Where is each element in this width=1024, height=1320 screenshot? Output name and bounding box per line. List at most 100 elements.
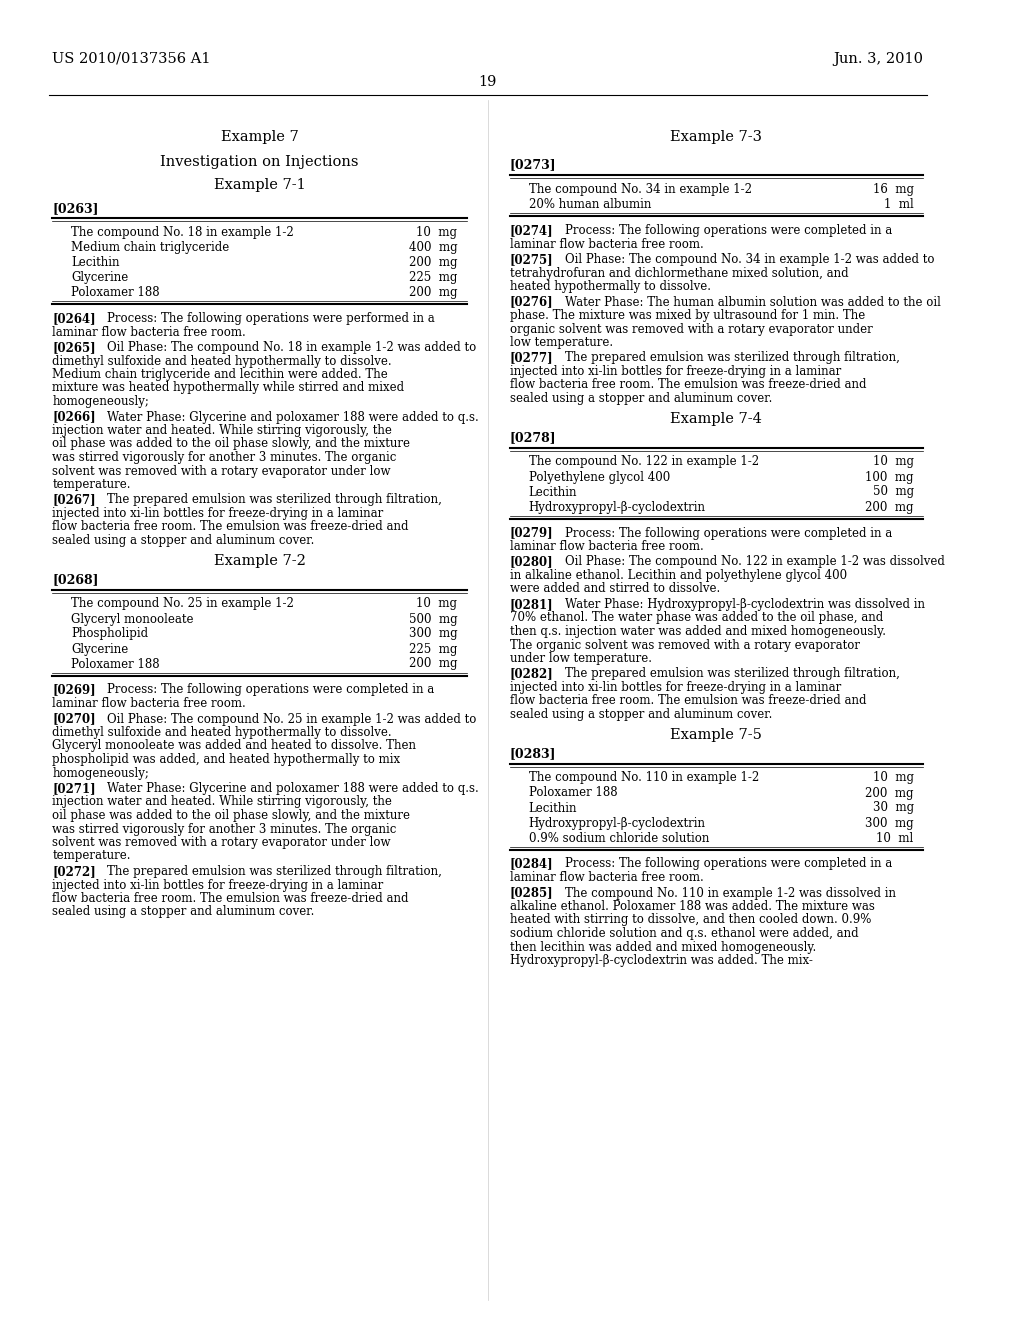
Text: injected into xi-lin bottles for freeze-drying in a laminar: injected into xi-lin bottles for freeze-… [52, 507, 384, 520]
Text: Example 7-2: Example 7-2 [214, 554, 305, 569]
Text: sealed using a stopper and aluminum cover.: sealed using a stopper and aluminum cove… [510, 708, 772, 721]
Text: flow bacteria free room. The emulsion was freeze-dried and: flow bacteria free room. The emulsion wa… [52, 892, 409, 906]
Text: 300  mg: 300 mg [865, 817, 913, 829]
Text: Glyceryl monooleate was added and heated to dissolve. Then: Glyceryl monooleate was added and heated… [52, 739, 417, 752]
Text: oil phase was added to the oil phase slowly, and the mixture: oil phase was added to the oil phase slo… [52, 437, 411, 450]
Text: temperature.: temperature. [52, 478, 131, 491]
Text: Lecithin: Lecithin [528, 801, 578, 814]
Text: 0.9% sodium chloride solution: 0.9% sodium chloride solution [528, 832, 709, 845]
Text: flow bacteria free room. The emulsion was freeze-dried and: flow bacteria free room. The emulsion wa… [510, 379, 866, 392]
Text: Glyceryl monooleate: Glyceryl monooleate [72, 612, 194, 626]
Text: laminar flow bacteria free room.: laminar flow bacteria free room. [52, 326, 246, 338]
Text: [0263]: [0263] [52, 202, 99, 215]
Text: laminar flow bacteria free room.: laminar flow bacteria free room. [510, 540, 703, 553]
Text: [0279]: [0279] [510, 527, 553, 540]
Text: [0264]: [0264] [52, 312, 96, 325]
Text: [0268]: [0268] [52, 573, 99, 586]
Text: The prepared emulsion was sterilized through filtration,: The prepared emulsion was sterilized thr… [92, 494, 442, 507]
Text: The prepared emulsion was sterilized through filtration,: The prepared emulsion was sterilized thr… [92, 865, 442, 878]
Text: Hydroxypropyl-β-cyclodextrin was added. The mix-: Hydroxypropyl-β-cyclodextrin was added. … [510, 954, 813, 968]
Text: 300  mg: 300 mg [409, 627, 458, 640]
Text: 19: 19 [478, 75, 497, 88]
Text: The compound No. 122 in example 1-2: The compound No. 122 in example 1-2 [528, 455, 759, 469]
Text: sealed using a stopper and aluminum cover.: sealed using a stopper and aluminum cove… [510, 392, 772, 405]
Text: [0277]: [0277] [510, 351, 553, 364]
Text: sealed using a stopper and aluminum cover.: sealed using a stopper and aluminum cove… [52, 535, 314, 546]
Text: 200  mg: 200 mg [865, 787, 913, 800]
Text: Process: The following operations were completed in a: Process: The following operations were c… [550, 527, 892, 540]
Text: injection water and heated. While stirring vigorously, the: injection water and heated. While stirri… [52, 796, 392, 808]
Text: Glycerine: Glycerine [72, 643, 129, 656]
Text: [0280]: [0280] [510, 556, 553, 569]
Text: 20% human albumin: 20% human albumin [528, 198, 651, 211]
Text: 225  mg: 225 mg [409, 271, 458, 284]
Text: 16  mg: 16 mg [872, 183, 913, 195]
Text: The prepared emulsion was sterilized through filtration,: The prepared emulsion was sterilized thr… [550, 351, 899, 364]
Text: 200  mg: 200 mg [409, 657, 458, 671]
Text: low temperature.: low temperature. [510, 337, 612, 348]
Text: injected into xi-lin bottles for freeze-drying in a laminar: injected into xi-lin bottles for freeze-… [52, 879, 384, 891]
Text: Glycerine: Glycerine [72, 271, 129, 284]
Text: Polyethylene glycol 400: Polyethylene glycol 400 [528, 470, 670, 483]
Text: 200  mg: 200 mg [409, 286, 458, 300]
Text: [0275]: [0275] [510, 253, 553, 267]
Text: 1  ml: 1 ml [884, 198, 913, 211]
Text: 200  mg: 200 mg [409, 256, 458, 269]
Text: Oil Phase: The compound No. 25 in example 1-2 was added to: Oil Phase: The compound No. 25 in exampl… [92, 713, 477, 726]
Text: Oil Phase: The compound No. 34 in example 1-2 was added to: Oil Phase: The compound No. 34 in exampl… [550, 253, 934, 267]
Text: injected into xi-lin bottles for freeze-drying in a laminar: injected into xi-lin bottles for freeze-… [510, 681, 841, 694]
Text: [0278]: [0278] [510, 432, 556, 445]
Text: 10  mg: 10 mg [872, 771, 913, 784]
Text: [0285]: [0285] [510, 887, 553, 899]
Text: sealed using a stopper and aluminum cover.: sealed using a stopper and aluminum cove… [52, 906, 314, 919]
Text: [0266]: [0266] [52, 411, 96, 424]
Text: heated hypothermally to dissolve.: heated hypothermally to dissolve. [510, 280, 711, 293]
Text: [0271]: [0271] [52, 781, 96, 795]
Text: [0273]: [0273] [510, 158, 556, 172]
Text: tetrahydrofuran and dichlormethane mixed solution, and: tetrahydrofuran and dichlormethane mixed… [510, 267, 848, 280]
Text: Process: The following operations were completed in a: Process: The following operations were c… [550, 858, 892, 870]
Text: homogeneously;: homogeneously; [52, 767, 150, 780]
Text: Medium chain triglyceride and lecithin were added. The: Medium chain triglyceride and lecithin w… [52, 368, 388, 381]
Text: [0270]: [0270] [52, 713, 96, 726]
Text: Jun. 3, 2010: Jun. 3, 2010 [834, 51, 924, 66]
Text: were added and stirred to dissolve.: were added and stirred to dissolve. [510, 582, 720, 595]
Text: Lecithin: Lecithin [528, 486, 578, 499]
Text: Example 7: Example 7 [221, 129, 298, 144]
Text: Oil Phase: The compound No. 18 in example 1-2 was added to: Oil Phase: The compound No. 18 in exampl… [92, 341, 476, 354]
Text: Poloxamer 188: Poloxamer 188 [72, 286, 160, 300]
Text: Water Phase: Glycerine and poloxamer 188 were added to q.s.: Water Phase: Glycerine and poloxamer 188… [92, 781, 479, 795]
Text: dimethyl sulfoxide and heated hypothermally to dissolve.: dimethyl sulfoxide and heated hypotherma… [52, 355, 392, 367]
Text: Poloxamer 188: Poloxamer 188 [72, 657, 160, 671]
Text: heated with stirring to dissolve, and then cooled down. 0.9%: heated with stirring to dissolve, and th… [510, 913, 871, 927]
Text: Process: The following operations were completed in a: Process: The following operations were c… [92, 684, 434, 697]
Text: Oil Phase: The compound No. 122 in example 1-2 was dissolved: Oil Phase: The compound No. 122 in examp… [550, 556, 944, 569]
Text: injection water and heated. While stirring vigorously, the: injection water and heated. While stirri… [52, 424, 392, 437]
Text: under low temperature.: under low temperature. [510, 652, 651, 665]
Text: was stirred vigorously for another 3 minutes. The organic: was stirred vigorously for another 3 min… [52, 822, 396, 836]
Text: Water Phase: Hydroxypropyl-β-cyclodextrin was dissolved in: Water Phase: Hydroxypropyl-β-cyclodextri… [550, 598, 925, 611]
Text: 10  mg: 10 mg [417, 598, 458, 610]
Text: injected into xi-lin bottles for freeze-drying in a laminar: injected into xi-lin bottles for freeze-… [510, 366, 841, 378]
Text: then lecithin was added and mixed homogeneously.: then lecithin was added and mixed homoge… [510, 940, 816, 953]
Text: Poloxamer 188: Poloxamer 188 [528, 787, 617, 800]
Text: Hydroxypropyl-β-cyclodextrin: Hydroxypropyl-β-cyclodextrin [528, 500, 706, 513]
Text: phase. The mixture was mixed by ultrasound for 1 min. The: phase. The mixture was mixed by ultrasou… [510, 309, 865, 322]
Text: in alkaline ethanol. Lecithin and polyethylene glycol 400: in alkaline ethanol. Lecithin and polyet… [510, 569, 847, 582]
Text: 10  mg: 10 mg [872, 455, 913, 469]
Text: The organic solvent was removed with a rotary evaporator: The organic solvent was removed with a r… [510, 639, 860, 652]
Text: temperature.: temperature. [52, 850, 131, 862]
Text: flow bacteria free room. The emulsion was freeze-dried and: flow bacteria free room. The emulsion wa… [52, 520, 409, 533]
Text: US 2010/0137356 A1: US 2010/0137356 A1 [52, 51, 211, 66]
Text: oil phase was added to the oil phase slowly, and the mixture: oil phase was added to the oil phase slo… [52, 809, 411, 822]
Text: [0269]: [0269] [52, 684, 96, 697]
Text: dimethyl sulfoxide and heated hypothermally to dissolve.: dimethyl sulfoxide and heated hypotherma… [52, 726, 392, 739]
Text: solvent was removed with a rotary evaporator under low: solvent was removed with a rotary evapor… [52, 836, 391, 849]
Text: 10  ml: 10 ml [877, 832, 913, 845]
Text: Hydroxypropyl-β-cyclodextrin: Hydroxypropyl-β-cyclodextrin [528, 817, 706, 829]
Text: then q.s. injection water was added and mixed homogeneously.: then q.s. injection water was added and … [510, 624, 886, 638]
Text: The compound No. 25 in example 1-2: The compound No. 25 in example 1-2 [72, 598, 294, 610]
Text: Medium chain triglyceride: Medium chain triglyceride [72, 242, 229, 253]
Text: 200  mg: 200 mg [865, 500, 913, 513]
Text: [0284]: [0284] [510, 858, 553, 870]
